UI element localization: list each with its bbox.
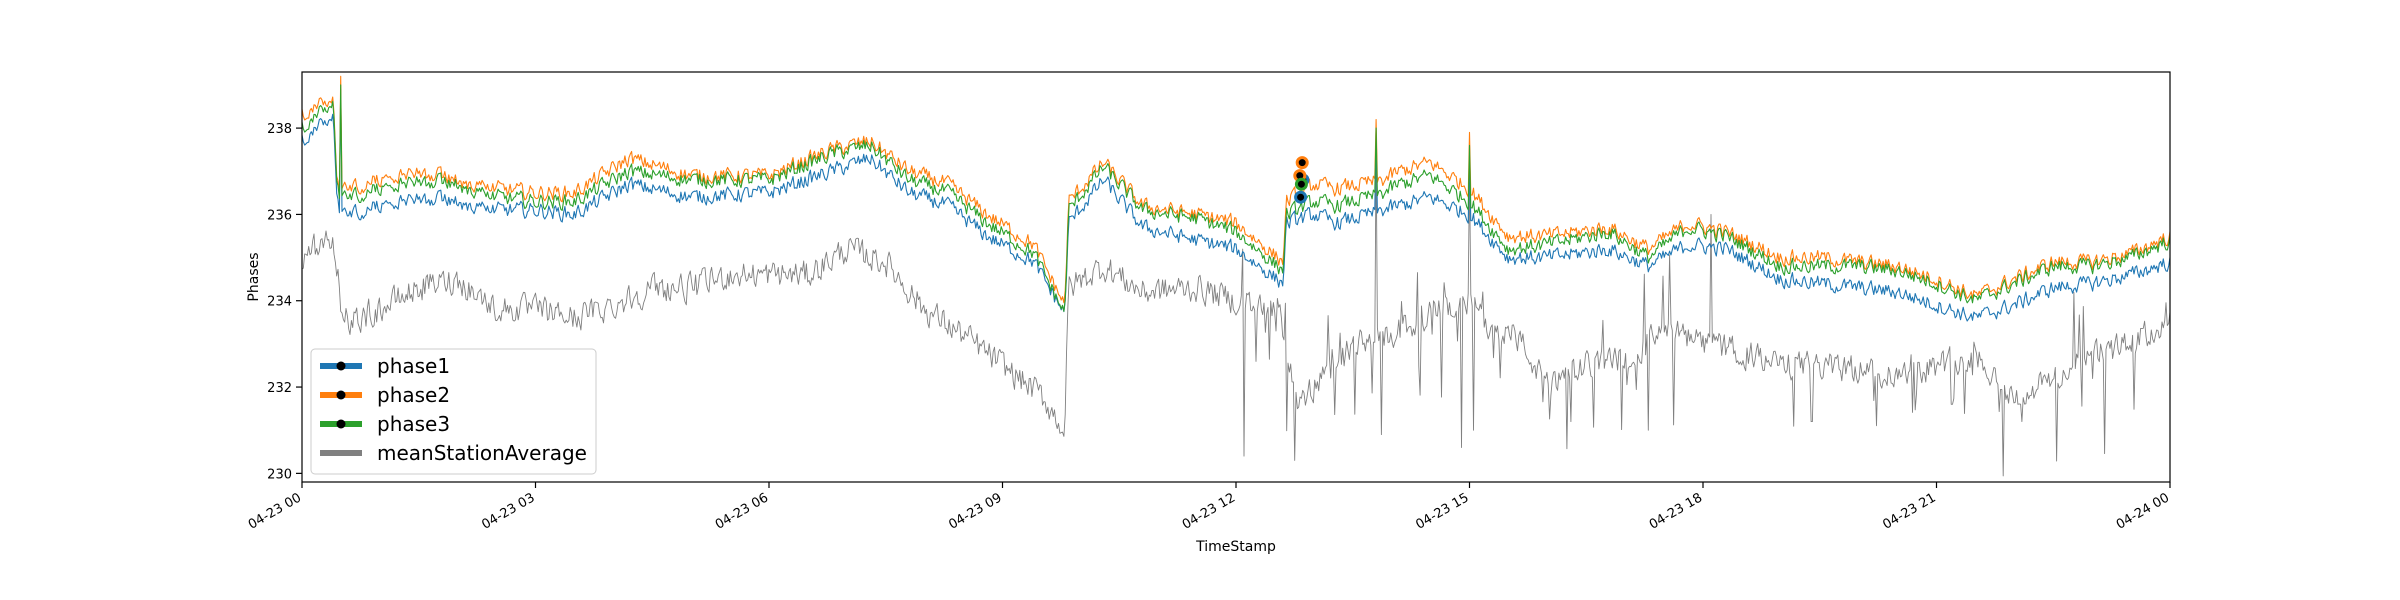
legend-marker-phase2: [336, 390, 346, 400]
y-tick-label: 232: [267, 381, 292, 396]
legend-marker-phase3: [336, 419, 346, 429]
marker-layer: [1293, 156, 1310, 204]
series-line-meanStationAverage: [301, 144, 2171, 477]
series-line-phase2: [301, 75, 2171, 304]
series-line-phase1: [301, 88, 2171, 322]
marker-point-phase3-4: [1294, 177, 1308, 191]
y-tick-label: 236: [267, 208, 292, 223]
legend-label-phase3: phase3: [377, 412, 450, 436]
series-layer: [301, 75, 2171, 477]
marker-point-phase2-2: [1295, 156, 1309, 170]
marker-point-phase1-0: [1294, 190, 1308, 204]
legend-marker-phase1: [336, 361, 346, 371]
legend-items: phase1 phase2 phase3 meanStationAverage: [320, 354, 587, 465]
y-tick-label: 234: [267, 295, 292, 310]
legend-label-phase1: phase1: [377, 354, 450, 378]
y-axis-label: Phases: [246, 252, 262, 301]
legend: phase1 phase2 phase3 meanStationAverage: [310, 348, 597, 475]
legend-label-meanStationAverage: meanStationAverage: [377, 441, 587, 465]
series-line-phase3: [301, 84, 2171, 312]
y-axis: 230 232 234 236 238: [267, 122, 302, 482]
legend-label-phase2: phase2: [377, 383, 450, 407]
legend-box: [310, 348, 597, 475]
x-axis-label: TimeStamp: [1195, 539, 1276, 555]
y-tick-label: 238: [267, 122, 292, 137]
y-tick-label: 230: [267, 467, 292, 482]
